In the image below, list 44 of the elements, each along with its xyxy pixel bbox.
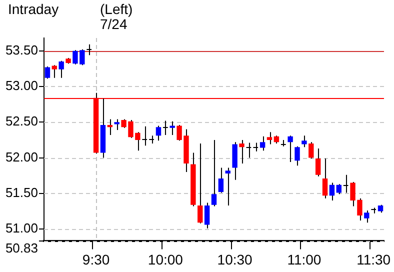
candlestick	[218, 167, 224, 194]
candlestick	[58, 60, 64, 78]
x-tick-label: 9:30	[82, 251, 110, 268]
y-tick-label: 52.00	[5, 149, 38, 164]
candlestick	[156, 125, 162, 142]
candlestick	[322, 158, 328, 199]
candlestick	[315, 148, 321, 177]
y-tick-label: 52.50	[5, 114, 38, 129]
candlestick	[308, 142, 314, 159]
candlestick	[204, 202, 210, 229]
candlestick	[364, 210, 370, 224]
candlestick	[225, 167, 230, 206]
candlestick	[148, 135, 154, 144]
candlestick	[288, 135, 293, 163]
candlestick	[302, 135, 307, 148]
candlestick	[239, 139, 244, 164]
candlestick	[260, 136, 266, 152]
text: 7/24	[100, 16, 128, 32]
candlestick	[246, 142, 252, 158]
candlestick	[52, 64, 58, 78]
x-tick-label: 11:00	[287, 251, 322, 268]
candlestick	[266, 132, 272, 145]
candlestick	[342, 174, 349, 194]
y-tick-label: 50.83	[5, 240, 38, 256]
candlestick	[170, 120, 175, 136]
candlestick	[162, 120, 168, 136]
candlestick	[329, 182, 335, 202]
candlestick	[211, 139, 217, 207]
y-tick-label: 53.00	[5, 78, 38, 94]
y-tick-label: 51.00	[5, 220, 38, 236]
candlestick	[86, 44, 92, 56]
chart-title: Intraday	[8, 1, 59, 17]
x-tick-label: 11:30	[356, 251, 391, 268]
candlestick	[294, 146, 300, 166]
candlestick	[142, 126, 148, 146]
text: (Left)	[100, 1, 133, 17]
x-tick-label: 10:00	[148, 251, 184, 268]
candlestick	[336, 184, 342, 195]
candlestick	[198, 143, 203, 224]
candlestick	[232, 142, 238, 180]
x-tick-label: 10:30	[217, 251, 253, 268]
y-tick-label: 51.50	[5, 185, 38, 200]
y-tick-label: 53.50	[5, 42, 38, 58]
candlestick	[114, 118, 120, 130]
